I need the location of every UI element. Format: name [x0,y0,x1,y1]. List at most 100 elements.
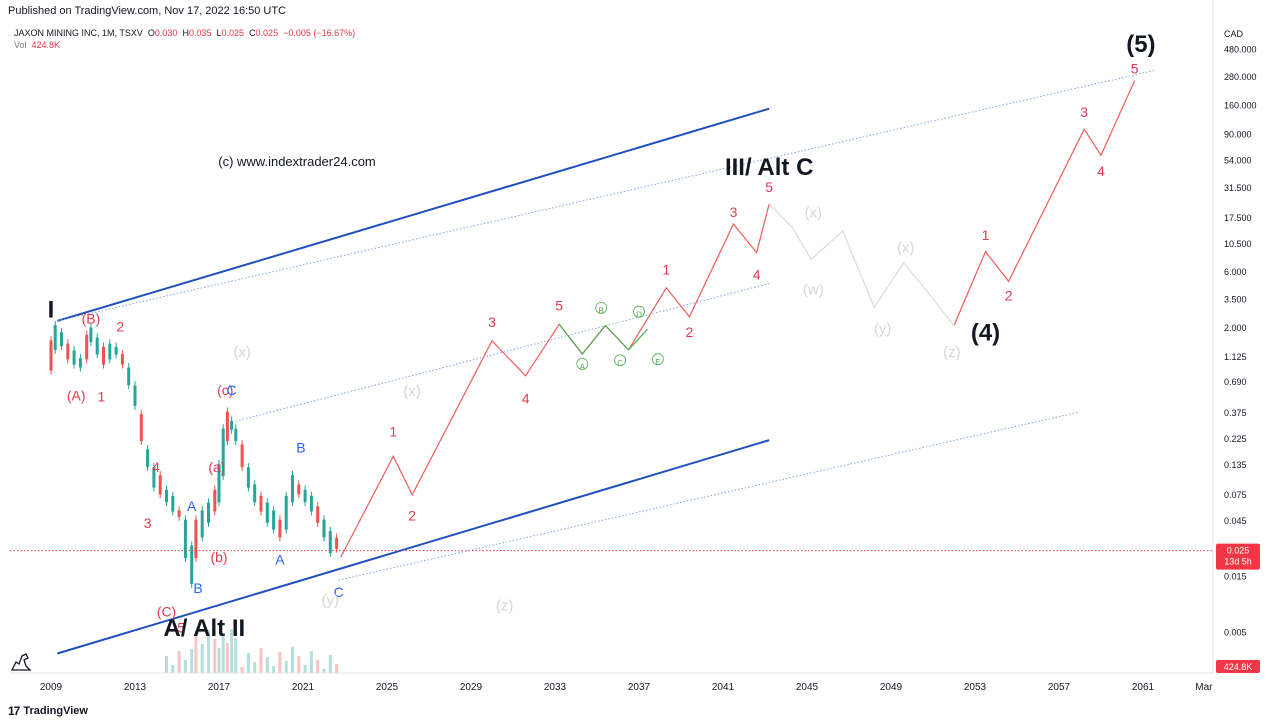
price-tick-label: 0.075 [1224,490,1247,500]
projection-path-wxy [768,203,955,326]
price-axis: 480.000 280.000 160.000 90.000 54.000 31.500 1… [1212,0,1257,673]
wave-label: E [655,358,660,367]
last-price-countdown: 13d 5h [1224,557,1252,567]
candle-body [108,343,112,360]
time-tick-label: 2029 [460,682,483,693]
price-tick-label: 10.500 [1224,239,1252,249]
volume-bar [272,666,276,673]
candle-body [230,420,234,430]
price-tick-label: 6.000 [1224,267,1247,277]
wave-label: 5 [177,619,185,635]
volume-bar [316,660,320,673]
wave-label: (w) [803,281,824,298]
volume-bar [221,634,225,673]
projection-path-triangle [558,323,648,355]
time-tick-label: 2053 [964,682,987,693]
wave-label: C [227,382,237,398]
volume-bar [309,651,313,673]
volume-bar [225,643,229,673]
candle-body [225,411,229,442]
candle-body [66,343,70,360]
candle-body [272,510,276,530]
time-tick-label: 2041 [712,682,735,693]
wave-label: (y) [322,592,340,609]
time-tick-label: 2061 [1132,682,1155,693]
wave-label: 3 [730,204,738,220]
price-tick-label: 17.500 [1224,213,1252,223]
low-value: 0.025 [221,28,245,38]
wave-label: (c) [217,382,233,398]
channel-line [57,439,770,655]
tradingview-dino-icon [10,653,32,671]
volume-bar [246,653,250,673]
candle-body [133,385,137,406]
ohlc-row: JAXON MINING INC, 1M, TSXV O0.030 H0.035… [14,27,355,39]
open-value: 0.030 [154,28,178,38]
volume-bars [165,629,339,673]
candle-body [78,358,82,368]
time-tick-label: 2009 [40,682,63,693]
wave-label: (b) [210,549,227,565]
price-tick-label: 480.000 [1224,45,1257,55]
wave-label: B [296,439,305,455]
candle-body [335,537,339,549]
wave-label: A [275,551,285,567]
candle-body [171,495,175,512]
chart-legend: JAXON MINING INC, 1M, TSXV O0.030 H0.035… [14,27,355,51]
wave-label: 4 [1097,163,1105,179]
channel-dotted-line [338,411,1079,581]
candle-body [221,428,225,477]
wave-label: (5) [1126,31,1155,58]
price-tick-label: 2.000 [1224,323,1247,333]
published-note: Published on TradingView.com, Nov 17, 20… [8,5,287,17]
change-value: −0.005 (−16.67%) [283,28,356,38]
channel-dotted-line [235,283,770,422]
wave-label: 4 [152,459,160,475]
footer-brand: 17 TradingView [8,704,88,718]
candle-body [253,484,257,503]
volume-bar [322,669,326,673]
wave-label: (x) [233,344,251,361]
time-tick-label: 2045 [796,682,819,693]
volume-bar [217,648,221,673]
wave-label: (z) [496,598,514,615]
wave-label: 1 [98,388,106,404]
volume-bar [177,651,181,673]
price-tick-label: 160.000 [1224,100,1257,110]
volume-bar [234,638,238,673]
candle-body [284,495,288,530]
channel-dotted-line [57,69,1156,322]
wave-label: (x) [403,383,421,400]
candle-body [316,506,320,523]
price-tick-label: 0.690 [1224,377,1247,387]
volume-bar [194,635,198,673]
volume-bar [265,657,269,673]
volume-label: Vol [14,40,27,50]
wave-label: 5 [765,179,773,195]
candle-body [213,489,217,512]
price-candles [49,320,339,588]
candle-body [89,327,93,343]
volume-badge-bg [1216,660,1260,673]
candle-body [303,489,307,503]
candle-body [265,502,269,523]
low-label: L [216,28,222,38]
candle-body [120,354,124,365]
candle-body [309,495,313,512]
high-label: H [182,28,189,38]
wave-label: (x) [805,205,823,222]
volume-row: Vol 424.8K [14,39,355,51]
wave-label: 3 [488,314,496,330]
candle-body [322,519,326,538]
projection-path-projection [953,80,1136,326]
symbol-title[interactable]: JAXON MINING INC, 1M, TSXV [14,28,143,38]
volume-bar [213,639,217,673]
wave-label: I [48,297,55,324]
last-price-value: 0.025 [1227,546,1250,556]
candle-body [190,545,194,585]
wave-label: A [580,363,586,372]
volume-bar [297,656,301,673]
price-tick-label: 31.500 [1224,183,1252,193]
